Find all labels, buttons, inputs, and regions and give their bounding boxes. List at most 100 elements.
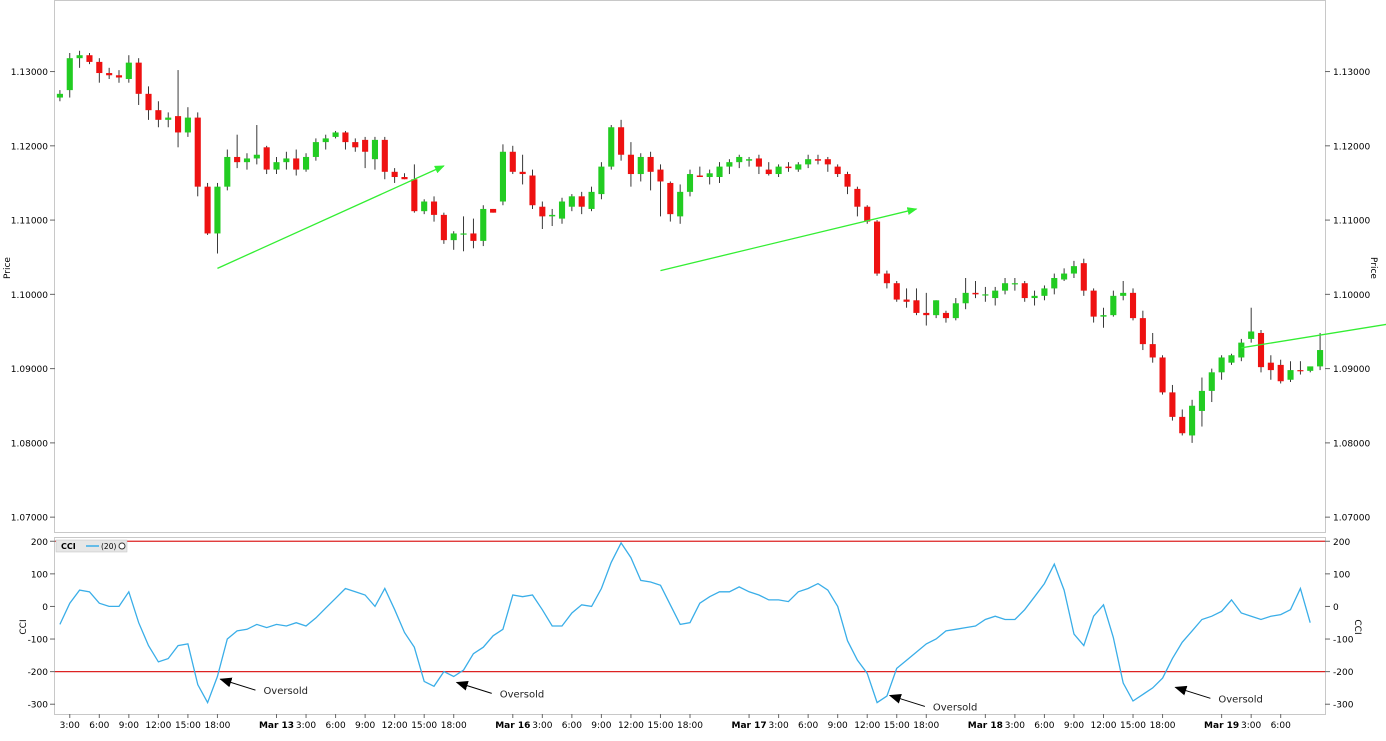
price-ytick-label-left: 1.11000 xyxy=(11,217,48,227)
candle-body xyxy=(667,182,674,215)
candle-body xyxy=(263,147,270,170)
candle-up xyxy=(56,90,63,102)
cci-ytick-label-right: -300 xyxy=(1333,701,1354,711)
candle-body xyxy=(775,166,782,175)
candle-up xyxy=(736,154,743,169)
candle-body xyxy=(509,151,516,172)
candle-down xyxy=(115,70,123,83)
candle-up xyxy=(1248,307,1255,343)
candle-up xyxy=(637,153,644,182)
candle-body xyxy=(1100,315,1107,317)
candle-up xyxy=(549,208,556,227)
candle-body xyxy=(1051,278,1058,289)
candle-up xyxy=(480,205,487,247)
candle-down xyxy=(539,201,546,229)
candle-body xyxy=(1287,370,1294,380)
candle-body xyxy=(519,171,526,175)
candle-body xyxy=(539,206,546,217)
candle-up xyxy=(1100,307,1107,328)
candle-body xyxy=(1001,283,1009,291)
oversold-label: Oversold xyxy=(1218,694,1263,705)
candle-down xyxy=(96,58,103,83)
price-axes: 1.07000 1.07000 1.08000 1.08000 1.09000 1.090… xyxy=(11,68,1371,524)
candle-body xyxy=(66,58,73,91)
x-tick-label: 12:00 xyxy=(618,721,644,731)
candle-down xyxy=(381,136,388,180)
candle-body xyxy=(56,93,63,98)
candle-up xyxy=(283,151,290,170)
cci-legend-settings-icon[interactable] xyxy=(118,542,126,550)
candle-body xyxy=(165,117,172,120)
candle-body xyxy=(155,110,162,120)
candle-down xyxy=(618,119,625,161)
candle-body xyxy=(1149,344,1156,358)
candle-body xyxy=(312,142,319,157)
x-tick-label: 18:00 xyxy=(913,721,939,731)
candle-body xyxy=(194,117,201,187)
candle-up xyxy=(588,186,595,212)
cci-axes: -300 -300 -200 -200 -100 -100 0 0 100 100 200 200 xyxy=(28,538,1354,711)
x-tick-label: Mar 16 xyxy=(495,721,530,731)
candle-body xyxy=(942,312,950,319)
candle-body xyxy=(224,156,231,187)
candle-body xyxy=(913,300,920,313)
candle-body xyxy=(362,139,369,152)
candle-body xyxy=(293,158,300,170)
x-tick-label: 18:00 xyxy=(677,721,703,731)
candle-body xyxy=(430,201,438,215)
candle-body xyxy=(76,55,83,59)
candle-body xyxy=(440,214,447,241)
candle-body xyxy=(253,154,260,159)
x-tick-label: 9:00 xyxy=(355,721,375,731)
candle-down xyxy=(578,191,585,215)
candle-body xyxy=(1120,292,1127,296)
candle-body xyxy=(381,139,388,172)
x-tick-label: 18:00 xyxy=(204,721,230,731)
candle-body xyxy=(952,303,959,319)
candle-body xyxy=(1179,416,1186,434)
candle-body xyxy=(854,188,861,207)
x-tick-label: 3:00 xyxy=(296,721,316,731)
price-ytick-label-left: 1.07000 xyxy=(11,514,48,524)
candles xyxy=(56,50,1324,443)
candle-up xyxy=(322,134,329,150)
candle-down xyxy=(293,149,300,176)
candle-up xyxy=(460,216,467,252)
candle-body xyxy=(1070,266,1078,274)
price-ytick-label-right: 1.11000 xyxy=(1333,217,1370,227)
x-tick-label: 15:00 xyxy=(884,721,910,731)
candle-body xyxy=(86,55,93,62)
candle-up xyxy=(450,231,457,250)
candle-body xyxy=(106,73,113,76)
price-ylabel-right: Price xyxy=(1368,257,1378,279)
candle-up xyxy=(1051,273,1058,295)
candle-body xyxy=(184,117,191,133)
candle-body xyxy=(1297,370,1304,372)
cci-legend-label: CCI xyxy=(61,542,76,551)
candle-down xyxy=(362,136,369,169)
candle-body xyxy=(411,179,418,212)
candle-down xyxy=(854,186,861,217)
candle-up xyxy=(1228,353,1235,365)
candle-down xyxy=(194,112,201,197)
oversold-annotation: Oversold xyxy=(219,677,308,697)
candle-up xyxy=(421,199,428,215)
price-ytick-label-right: 1.13000 xyxy=(1333,68,1370,78)
candle-down xyxy=(765,162,772,176)
oversold-label: Oversold xyxy=(933,702,978,713)
cci-legend[interactable]: CCI (20) xyxy=(55,539,128,553)
price-ytick-label-right: 1.07000 xyxy=(1333,514,1370,524)
candle-body xyxy=(421,201,428,212)
candle-body xyxy=(923,312,930,316)
candle-down xyxy=(627,142,634,187)
candle-body xyxy=(1139,318,1146,345)
x-tick-label: 9:00 xyxy=(828,721,848,731)
candle-up xyxy=(1238,338,1245,362)
candle-body xyxy=(145,93,152,111)
candle-up xyxy=(66,52,73,98)
candle-up xyxy=(686,169,694,197)
x-tick-label: 9:00 xyxy=(1064,721,1084,731)
candle-down xyxy=(1257,329,1265,373)
candle-down xyxy=(204,182,211,235)
candle-down xyxy=(490,208,497,213)
